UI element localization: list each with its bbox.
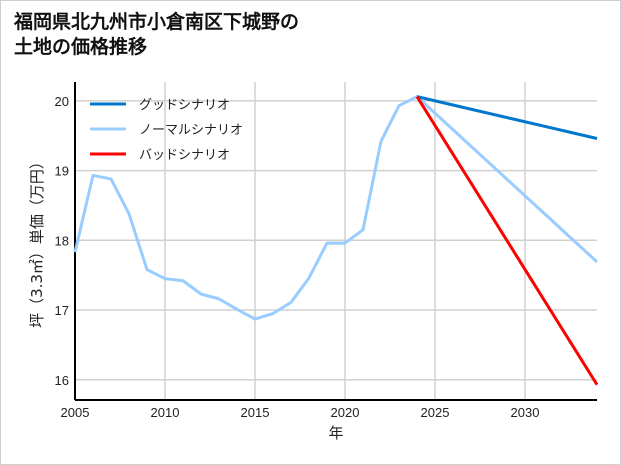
x-tick-label: 2015 (241, 405, 270, 420)
y-tick-label: 17 (55, 303, 69, 318)
x-tick-label: 2025 (421, 405, 450, 420)
legend-label-2: バッドシナリオ (139, 148, 230, 163)
y-axis-label: 坪（3.3㎡）単価（万円） (28, 154, 46, 328)
x-tick-label: 2030 (511, 405, 540, 420)
chart-title: 福岡県北九州市小倉南区下城野の 土地の価格推移 (14, 11, 300, 58)
x-tick-label: 2010 (151, 405, 180, 420)
series-line-1 (73, 95, 599, 321)
legend-label-1: ノーマルシナリオ (139, 123, 243, 138)
x-tick-label: 2020 (331, 405, 360, 420)
y-tick-label: 19 (55, 164, 69, 179)
y-tick-label: 18 (55, 233, 69, 248)
y-tick-label: 16 (55, 373, 69, 388)
legend-label-0: グッドシナリオ (139, 98, 230, 113)
series-line-0 (416, 95, 598, 140)
x-axis-label: 年 (328, 424, 343, 442)
y-tick-label: 20 (55, 94, 69, 109)
series-line-2 (415, 95, 599, 386)
x-tick-label: 2005 (61, 405, 90, 420)
